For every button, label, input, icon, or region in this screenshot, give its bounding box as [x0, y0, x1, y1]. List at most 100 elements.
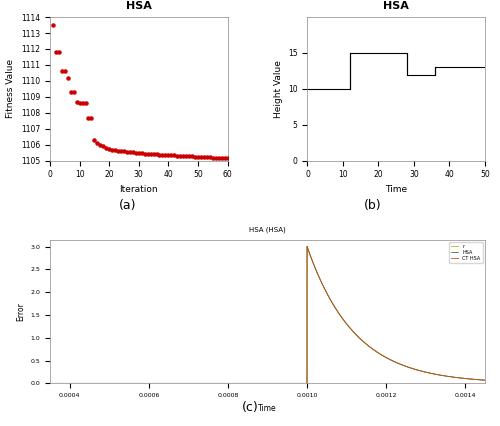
X-axis label: Time: Time: [385, 185, 407, 194]
Point: [49, 22, 57, 29]
Point: [209, 154, 217, 161]
Point: [144, 151, 152, 158]
Point: [146, 151, 154, 158]
HSA: [132, 381, 138, 386]
Point: [179, 153, 187, 159]
Point: [182, 153, 190, 159]
Point: [168, 152, 175, 159]
Point: [129, 149, 137, 156]
Point: [76, 100, 84, 106]
Point: [158, 151, 166, 158]
Point: [194, 153, 202, 160]
Text: (a): (a): [119, 199, 136, 212]
Point: [94, 140, 102, 147]
r: [49, 381, 55, 386]
Point: [132, 150, 140, 156]
Line: CT HSA: CT HSA: [50, 247, 485, 383]
Legend: r, HSA, CT HSA: r, HSA, CT HSA: [449, 242, 482, 263]
CT HSA: [65, 381, 71, 386]
Point: [173, 152, 181, 159]
Point: [61, 68, 69, 75]
HSA: [49, 381, 55, 386]
Line: r: r: [50, 247, 485, 383]
r: [73, 381, 79, 386]
Point: [218, 155, 226, 161]
Point: [72, 98, 80, 105]
Point: [120, 148, 128, 155]
Point: [185, 153, 193, 160]
r: [304, 244, 310, 249]
Title: HSA: HSA: [384, 1, 409, 11]
CT HSA: [260, 381, 266, 386]
Point: [197, 153, 205, 160]
Point: [203, 154, 211, 161]
Title: HSA (HSA): HSA (HSA): [249, 226, 286, 233]
Point: [64, 74, 72, 81]
Y-axis label: Error: Error: [16, 302, 25, 321]
Point: [58, 68, 66, 75]
Text: (b): (b): [364, 199, 382, 212]
HSA: [65, 381, 71, 386]
HSA: [304, 244, 310, 249]
Point: [176, 153, 184, 159]
Point: [191, 153, 199, 160]
X-axis label: Time: Time: [258, 404, 277, 413]
Point: [84, 114, 92, 121]
Point: [135, 150, 143, 156]
Line: HSA: HSA: [50, 247, 485, 383]
r: [132, 381, 138, 386]
Point: [188, 153, 196, 160]
r: [260, 381, 266, 386]
Point: [138, 150, 145, 157]
Point: [105, 145, 113, 152]
Y-axis label: Height Value: Height Value: [274, 60, 282, 118]
Point: [206, 154, 214, 161]
CT HSA: [304, 244, 310, 249]
Point: [88, 114, 96, 121]
Point: [55, 49, 63, 55]
CT HSA: [132, 381, 138, 386]
Y-axis label: Fitness Value: Fitness Value: [6, 59, 16, 118]
Point: [100, 143, 108, 150]
Point: [114, 147, 122, 154]
r: [459, 376, 465, 381]
Point: [200, 154, 208, 161]
Point: [224, 155, 232, 162]
HSA: [260, 381, 266, 386]
Point: [214, 155, 222, 161]
Point: [212, 154, 220, 161]
CT HSA: [47, 381, 53, 386]
Point: [170, 152, 178, 159]
HSA: [73, 381, 79, 386]
Point: [102, 144, 110, 151]
Point: [78, 100, 86, 106]
Title: HSA: HSA: [126, 1, 152, 11]
CT HSA: [73, 381, 79, 386]
r: [482, 377, 488, 383]
Point: [162, 152, 170, 158]
Point: [164, 152, 172, 158]
Point: [220, 155, 228, 161]
Point: [140, 150, 148, 157]
Point: [156, 151, 164, 158]
HSA: [459, 376, 465, 381]
Point: [150, 151, 158, 158]
Point: [117, 148, 125, 155]
X-axis label: Iteration: Iteration: [120, 185, 158, 194]
CT HSA: [459, 376, 465, 381]
CT HSA: [482, 377, 488, 383]
HSA: [482, 377, 488, 383]
Text: (c): (c): [242, 401, 258, 414]
Point: [90, 137, 98, 144]
Point: [82, 100, 90, 106]
Point: [126, 149, 134, 155]
Point: [123, 148, 131, 155]
Point: [96, 141, 104, 148]
Point: [52, 49, 60, 55]
Point: [70, 89, 78, 95]
HSA: [47, 381, 53, 386]
Point: [111, 147, 119, 154]
Point: [66, 89, 74, 95]
Point: [108, 146, 116, 153]
CT HSA: [49, 381, 55, 386]
